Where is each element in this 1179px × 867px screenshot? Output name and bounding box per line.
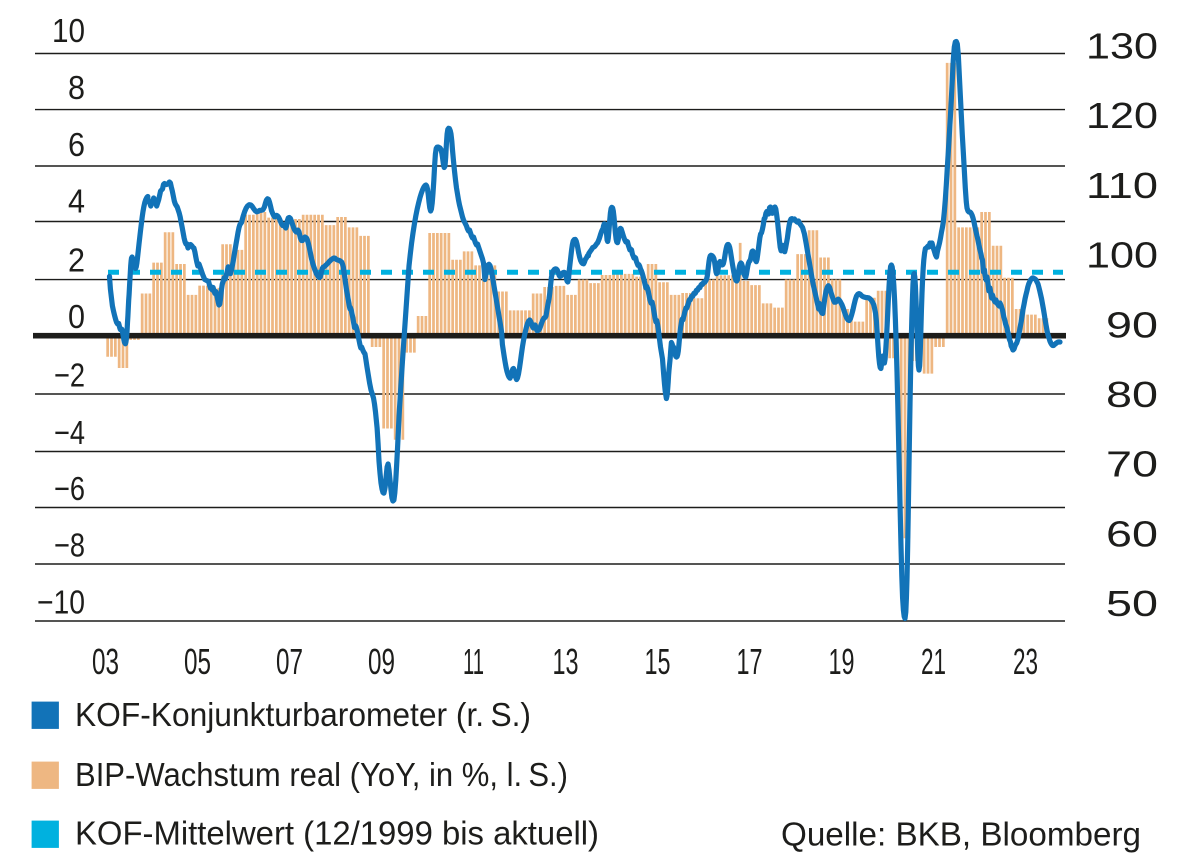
svg-text:10: 10 — [52, 13, 85, 50]
svg-text:2: 2 — [68, 242, 85, 279]
svg-text:15: 15 — [645, 641, 671, 682]
svg-text:−8: −8 — [54, 528, 85, 565]
svg-text:KOF-Mittelwert (12/1999 bis ak: KOF-Mittelwert (12/1999 bis aktuell) — [75, 816, 599, 853]
svg-text:19: 19 — [829, 641, 855, 682]
svg-text:8: 8 — [68, 70, 85, 107]
svg-text:23: 23 — [1013, 641, 1038, 682]
svg-text:60: 60 — [1106, 513, 1158, 554]
svg-text:KOF-Konjunkturbarometer (r. S.: KOF-Konjunkturbarometer (r. S.) — [75, 697, 531, 734]
svg-text:11: 11 — [463, 641, 484, 682]
svg-text:09: 09 — [368, 641, 395, 682]
svg-text:0: 0 — [68, 299, 85, 336]
svg-text:120: 120 — [1086, 95, 1158, 136]
svg-text:07: 07 — [276, 641, 303, 682]
svg-text:BIP-Wachstum real (YoY, in %,: BIP-Wachstum real (YoY, in %, l. S.) — [75, 757, 568, 794]
svg-text:90: 90 — [1106, 304, 1158, 345]
svg-text:17: 17 — [737, 641, 763, 682]
svg-text:Quelle: BKB, Bloomberg: Quelle: BKB, Bloomberg — [781, 817, 1141, 854]
svg-text:4: 4 — [68, 184, 85, 221]
svg-text:13: 13 — [553, 641, 579, 682]
svg-text:80: 80 — [1106, 374, 1158, 415]
svg-text:05: 05 — [184, 641, 211, 682]
svg-text:50: 50 — [1106, 583, 1158, 624]
svg-text:−10: −10 — [37, 585, 85, 622]
svg-text:−6: −6 — [54, 471, 85, 508]
svg-text:70: 70 — [1106, 444, 1158, 485]
svg-text:03: 03 — [92, 641, 119, 682]
svg-text:−4: −4 — [54, 415, 85, 452]
svg-text:100: 100 — [1086, 235, 1158, 276]
svg-text:−2: −2 — [54, 357, 85, 394]
svg-text:6: 6 — [68, 127, 85, 164]
svg-text:130: 130 — [1086, 26, 1158, 67]
svg-text:21: 21 — [921, 641, 946, 682]
svg-text:110: 110 — [1086, 165, 1158, 206]
